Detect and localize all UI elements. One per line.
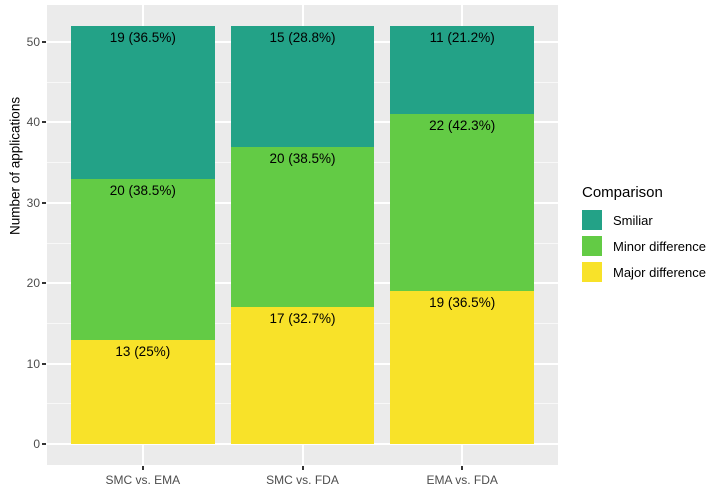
bar-segment <box>70 178 215 340</box>
x-tick-mark <box>141 466 144 470</box>
x-tick-mark <box>301 466 304 470</box>
bar-segment <box>70 25 215 179</box>
y-tick-mark <box>42 362 46 365</box>
legend-item-label: Minor difference <box>613 238 706 254</box>
x-category-label: SMC vs. FDA <box>266 473 339 487</box>
bar-segment-label: 20 (38.5%) <box>109 182 176 198</box>
bar-segment-label: 13 (25%) <box>115 343 171 359</box>
bar-segment <box>390 25 535 115</box>
legend: Comparison Smiliar Minor difference Major … <box>582 184 706 288</box>
y-tick-label: 40 <box>26 115 40 130</box>
bar-segment <box>390 291 535 445</box>
bar-segment-label: 20 (38.5%) <box>269 150 336 166</box>
bar-segment-label: 19 (36.5%) <box>109 29 176 45</box>
legend-item-label: Smiliar <box>613 212 653 228</box>
legend-title: Comparison <box>582 184 663 201</box>
legend-item: Smiliar <box>582 210 706 230</box>
legend-color-swatch <box>582 210 602 230</box>
legend-color-swatch <box>582 236 602 256</box>
legend-item-label: Major difference <box>613 264 706 280</box>
plot-panel: 13 (25%) 20 (38.5%) 19 (36.5%) 17 (32.7%) 20… <box>47 5 558 465</box>
x-category-label: SMC vs. EMA <box>105 473 181 487</box>
legend-items: Smiliar Minor difference Major difference <box>582 210 706 282</box>
y-tick-label: 0 <box>33 437 40 452</box>
y-tick-mark <box>42 282 46 285</box>
legend-item: Minor difference <box>582 236 706 256</box>
bar-segment-label: 22 (42.3%) <box>429 118 496 134</box>
bar-segment-label: 11 (21.2%) <box>429 29 495 45</box>
y-tick-mark <box>42 443 46 446</box>
y-tick-mark <box>42 201 46 204</box>
y-tick-label: 20 <box>26 276 40 291</box>
x-category-label: EMA vs. FDA <box>426 473 498 487</box>
bar-segment <box>230 307 375 445</box>
bar-segment-label: 17 (32.7%) <box>269 311 336 327</box>
bar-segment <box>390 114 535 292</box>
y-tick-mark <box>42 121 46 124</box>
bar-segment-label: 15 (28.8%) <box>269 29 336 45</box>
bar-segment <box>230 146 375 308</box>
bar-segment-label: 19 (36.5%) <box>429 295 496 311</box>
bar-segment <box>230 25 375 147</box>
y-tick-label: 30 <box>26 195 40 210</box>
y-tick-label: 10 <box>26 356 40 371</box>
legend-item: Major difference <box>582 262 706 282</box>
legend-color-swatch <box>582 262 602 282</box>
y-tick-mark <box>42 40 46 43</box>
x-tick-mark <box>461 466 464 470</box>
y-tick-label: 50 <box>26 34 40 49</box>
bar-segment <box>70 339 215 445</box>
